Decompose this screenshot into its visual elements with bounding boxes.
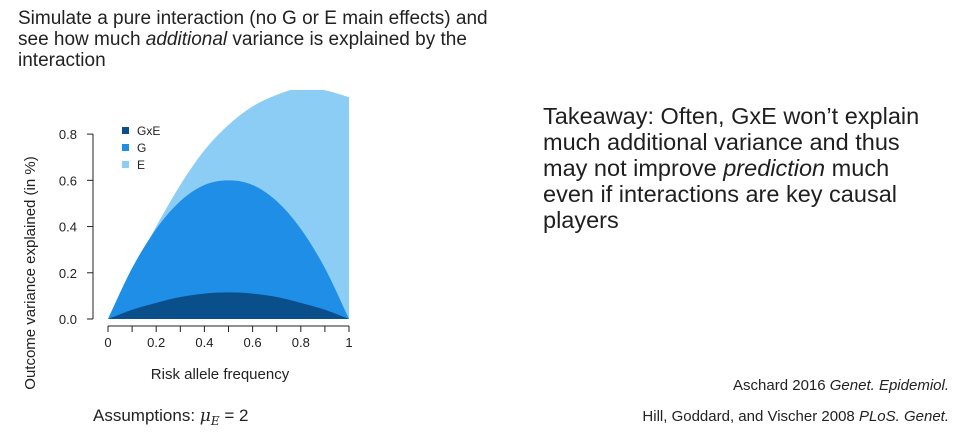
intro-emphasis: additional [145, 29, 228, 50]
x-axis-label: Risk allele frequency [151, 366, 290, 383]
reference-aschard: Aschard 2016 Genet. Epidemiol. [733, 377, 949, 394]
area-gxe [108, 292, 349, 319]
x-tick-label: 0.2 [147, 335, 165, 350]
reference-hill: Hill, Goddard, and Vischer 2008 PLoS. Ge… [642, 408, 949, 425]
takeaway-emphasis: prediction [723, 155, 826, 181]
reference-journal: PLoS. Genet. [858, 408, 949, 425]
reference-text: Hill, Goddard, and Vischer 2008 [642, 408, 859, 425]
legend-label-gxe: GxE [137, 124, 160, 138]
chart-axes: 0.0 0.2 0.4 0.6 0.8 0 0.2 0.4 0.6 0.8 1 [59, 127, 353, 350]
takeaway-text: Takeaway: Often, GxE won’t explain much … [543, 103, 943, 233]
y-tick-label: 0.2 [59, 266, 77, 281]
y-tick-label: 0.4 [59, 220, 77, 235]
intro-part1: Simulate a pure interaction (no G or E m… [18, 8, 488, 50]
area-series-group [108, 90, 349, 319]
x-tick-label: 1 [345, 335, 352, 350]
x-tick-label: 0.6 [244, 335, 262, 350]
legend-label-g: G [137, 141, 146, 155]
intro-text: Simulate a pure interaction (no G or E m… [18, 8, 498, 71]
y-tick-label: 0.0 [59, 312, 77, 327]
x-tick-label: 0.4 [195, 335, 213, 350]
assumptions-text: Assumptions: μE = 2 [93, 406, 248, 428]
takeaway-part1: Often, GxE won’t explain much additional… [543, 103, 920, 181]
intro-part2: variance is explained by the interaction [18, 29, 467, 71]
legend-swatch-g [122, 144, 129, 151]
legend-label-e: E [137, 158, 145, 172]
y-tick-label: 0.6 [59, 173, 77, 188]
legend-swatch-e [122, 161, 129, 168]
chart-legend: GxE GE [122, 124, 160, 172]
reference-text: Aschard 2016 [733, 377, 830, 394]
x-tick-label: 0.8 [292, 335, 310, 350]
mu-subscript: E [210, 414, 220, 428]
assumptions-label: Assumptions: [93, 406, 200, 425]
area-g [108, 180, 349, 319]
variance-area-chart: 0.0 0.2 0.4 0.6 0.8 0 0.2 0.4 0.6 0.8 1 GxE GE Risk… [22, 90, 353, 390]
takeaway-label: Takeaway: [543, 103, 655, 129]
takeaway-part2: much even if interactions are key causal… [543, 155, 897, 233]
mu-symbol: μ [199, 406, 211, 426]
y-axis-label: Outcome variance explained (in %) [22, 156, 39, 389]
assumptions-value: = 2 [219, 406, 249, 425]
y-tick-label: 0.8 [59, 127, 77, 142]
legend-swatch-gxe [122, 127, 129, 134]
x-tick-label: 0 [104, 335, 111, 350]
reference-journal: Genet. Epidemiol. [829, 377, 949, 394]
